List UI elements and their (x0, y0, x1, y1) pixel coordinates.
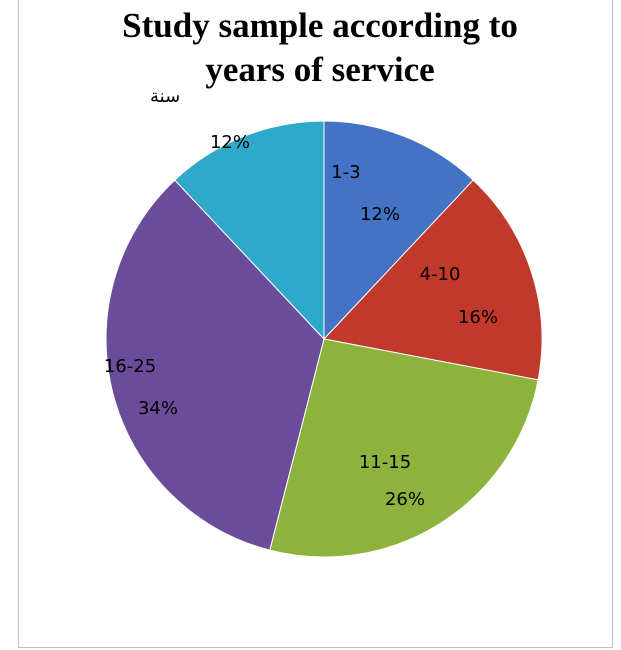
slice-label-1-3: 1-3 (331, 162, 360, 183)
slice-percent-3: 34% (138, 398, 178, 419)
slice-label-16-25: 16-25 (104, 356, 156, 377)
pie-slice-4-10 (323, 179, 543, 381)
slice-label-11-15: 11-15 (359, 452, 411, 473)
chart-title-line-1: Study sample according to (122, 6, 518, 45)
chart-title: Study sample according to years of servi… (0, 4, 621, 92)
pie-slice-11-15 (269, 338, 539, 558)
slice-percent-0: 12% (360, 204, 400, 225)
pie-slice-16-25 (105, 179, 325, 551)
pie-slices (105, 120, 543, 558)
pie-slice-1-3 (323, 120, 474, 341)
slice-percent-4: 12% (210, 132, 250, 153)
pie-slice-unlabeled (174, 120, 325, 341)
slice-label-4-10: 4-10 (420, 264, 461, 285)
chart-title-line-2: years of service (205, 50, 435, 89)
slice-percent-1: 16% (458, 307, 498, 328)
chart-frame (18, 0, 613, 648)
years-unit-annotation: سنة (150, 86, 181, 107)
slice-percent-2: 26% (385, 489, 425, 510)
